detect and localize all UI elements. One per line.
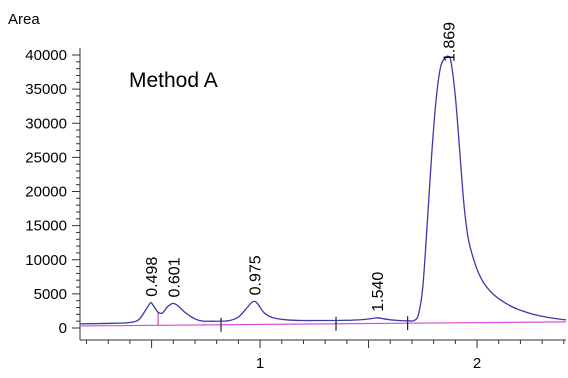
y-tick-label: 35000 xyxy=(25,81,67,98)
peak-label: 1.869 xyxy=(442,22,459,62)
y-tick-label: 30000 xyxy=(25,115,67,132)
y-tick-label: 25000 xyxy=(25,149,67,166)
peak-label: 1.540 xyxy=(370,272,387,312)
chromatogram-trace xyxy=(79,55,567,325)
y-tick-label: 10000 xyxy=(25,252,67,269)
integration-baseline xyxy=(79,321,567,327)
y-tick-label: 15000 xyxy=(25,218,67,235)
y-axis-ticks: 0 5000 10000 15000 20000 25000 30000 35000 40000 xyxy=(25,47,80,337)
peak-labels: 0.498 0.601 0.975 1.540 1.869 xyxy=(144,22,458,312)
integration-markers xyxy=(157,312,409,332)
y-tick-label: 40000 xyxy=(25,47,67,64)
peak-label: 0.498 xyxy=(144,257,161,297)
method-label: Method A xyxy=(129,69,218,92)
x-tick-label: 2 xyxy=(473,355,481,372)
y-tick-label: 5000 xyxy=(34,286,67,303)
peak-label: 0.975 xyxy=(248,255,265,295)
x-tick-label: 1 xyxy=(256,355,264,372)
y-tick-label: 0 xyxy=(59,320,67,337)
y-axis-title: Area xyxy=(8,11,40,28)
peak-label: 0.601 xyxy=(167,257,184,297)
y-tick-label: 20000 xyxy=(25,184,67,201)
